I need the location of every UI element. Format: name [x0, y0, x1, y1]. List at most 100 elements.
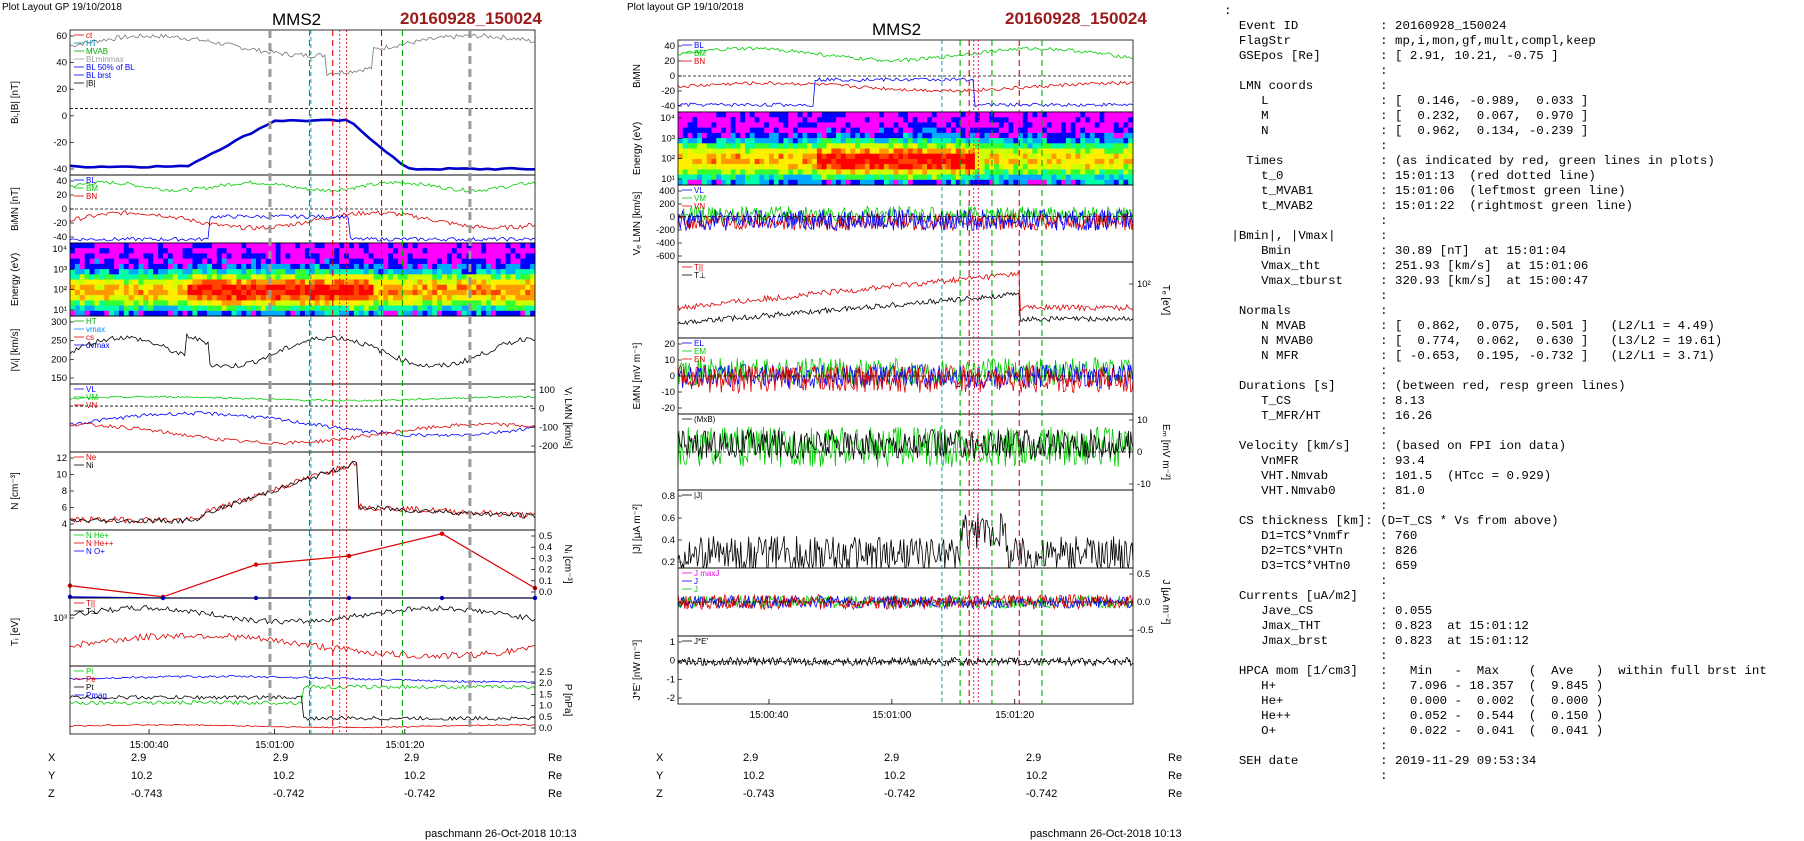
legend-label: Pmag: [86, 691, 107, 700]
spectrogram-cell: [836, 112, 842, 118]
spectrogram-cell: [481, 253, 487, 259]
spectrogram-cell: [807, 127, 813, 134]
spectrogram-cell: [860, 174, 866, 181]
spectrogram-cell: [393, 300, 399, 306]
spectrogram-cell: [864, 179, 870, 186]
spectrogram-cell: [1018, 153, 1024, 160]
spectrogram-cell: [1051, 143, 1057, 149]
spectrogram-cell: [319, 284, 325, 291]
spectrogram-cell: [251, 253, 257, 259]
spectrogram-cell: [783, 122, 789, 128]
spectrogram-cell: [888, 179, 894, 186]
spectrogram-cell: [402, 295, 409, 301]
spectrogram-cell: [231, 263, 237, 270]
spectrogram-cell: [1070, 179, 1076, 186]
spectrogram-cell: [1003, 148, 1009, 155]
spectrogram-cell: [172, 279, 179, 286]
spectrogram-cell: [965, 138, 971, 144]
spectrogram-cell: [84, 253, 90, 259]
spectrogram-cell: [471, 258, 477, 265]
spectrogram-cell: [329, 300, 335, 306]
spectrogram-cell: [706, 174, 712, 181]
spectrogram-cell: [845, 164, 851, 170]
spectrogram-cell: [730, 179, 736, 186]
spectrogram-cell: [505, 295, 511, 301]
spectrogram-cell: [133, 289, 139, 296]
spectrogram-cell: [860, 112, 866, 118]
spectrogram-cell: [869, 158, 875, 165]
spectrogram-cell: [393, 310, 399, 317]
spectrogram-cell: [319, 295, 325, 301]
spectrogram-cell: [759, 179, 765, 186]
spectrogram-cell: [1032, 153, 1038, 160]
spectrogram-cell: [407, 289, 413, 296]
summary-line: D3=TCS*VHTn0 : 659: [1224, 559, 1418, 573]
spectrogram-cell: [802, 117, 808, 123]
spectrogram-cell: [792, 112, 799, 118]
spectrogram-cell: [788, 132, 794, 139]
summary-line: LMN coords :: [1224, 79, 1388, 93]
spectrogram-cell: [773, 153, 779, 160]
te-perp-line: [677, 291, 1134, 326]
ve-l-line: [677, 208, 1134, 232]
legend-label: Pi: [86, 667, 93, 676]
spectrogram-cell: [300, 263, 306, 270]
spectrogram-cell: [109, 305, 115, 312]
position-cell: Re: [548, 752, 563, 764]
spectrogram-cell: [241, 269, 247, 275]
spectrogram-cell: [1061, 138, 1067, 144]
spectrogram-cell: [687, 153, 693, 160]
spectrogram-cell: [153, 274, 159, 280]
spectrogram-cell: [442, 289, 448, 296]
spectrogram-cell: [788, 174, 794, 181]
spectrogram-cell: [207, 289, 213, 296]
spectrogram-cell: [879, 164, 885, 170]
spectrogram-cell: [1123, 117, 1129, 123]
legend-label: |J|: [694, 491, 702, 500]
spectrogram-cell: [1080, 179, 1086, 186]
spectrogram-cell: [697, 117, 703, 123]
spectrogram-cell: [451, 263, 458, 270]
spectrogram-cell: [697, 127, 703, 134]
spectrogram-cell: [505, 289, 511, 296]
spectrogram-cell: [74, 310, 81, 317]
spectrogram-cell: [432, 289, 438, 296]
spectrogram-cell: [300, 253, 306, 259]
spectrogram-cell: [1085, 179, 1091, 186]
spectrogram-cell: [994, 117, 1000, 123]
spectrogram-cell: [167, 279, 174, 286]
spectrogram-cell: [476, 305, 482, 312]
spectrogram-cell: [89, 305, 95, 312]
spectrogram-cell: [840, 132, 846, 139]
spectrogram-cell: [520, 310, 526, 317]
spectrogram-cell: [128, 253, 134, 259]
spectrogram-cell: [515, 289, 521, 296]
spectrogram-cell: [368, 289, 374, 296]
spectrogram-cell: [197, 263, 203, 270]
spectrogram-cell: [716, 127, 722, 134]
spectrogram-cell: [128, 274, 134, 280]
spectrogram-cell: [692, 127, 698, 134]
spectrogram-cell: [970, 164, 976, 170]
spectrogram-cell: [994, 138, 1000, 144]
spectrogram-cell: [821, 127, 827, 134]
spectrogram-cell: [970, 158, 976, 165]
y-tick-label: 10: [56, 470, 67, 481]
spectrogram-cell: [960, 148, 966, 155]
spectrogram-cell: [701, 132, 708, 139]
spectrogram-cell: [353, 284, 360, 291]
spectrogram-cell: [530, 253, 536, 259]
spectrogram-cell: [903, 138, 909, 144]
spectrogram-cell: [280, 258, 286, 265]
spectrogram-cell: [481, 243, 487, 249]
pe-line: [69, 723, 536, 729]
spectrogram-cell: [955, 132, 961, 139]
spectrogram-cell: [70, 274, 76, 280]
spectrogram-cell: [831, 122, 837, 128]
spectrogram-cell: [187, 243, 193, 249]
spectrogram-cell: [1075, 138, 1081, 144]
spectrogram-cell: [402, 248, 409, 254]
y-tick-label: -20: [661, 403, 675, 414]
spectrogram-cell: [79, 263, 86, 270]
spectrogram-cell: [888, 143, 894, 149]
